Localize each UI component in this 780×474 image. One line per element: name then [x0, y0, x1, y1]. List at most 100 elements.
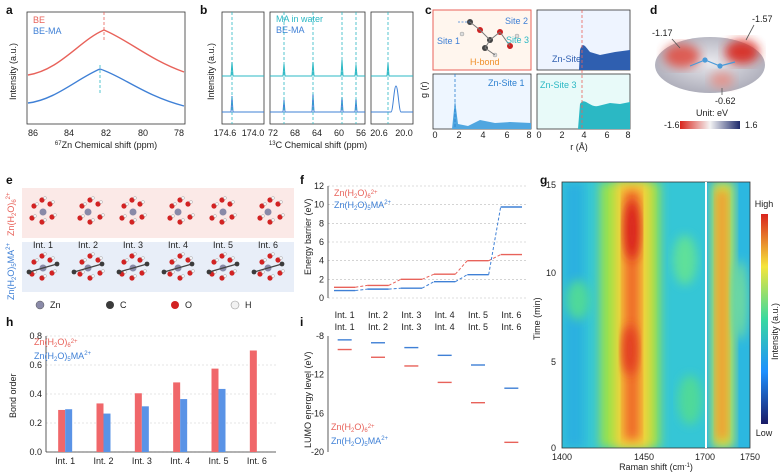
hydrogen-atom [223, 274, 227, 278]
panel-b: b Intensity (a.u.) MA in water BE-MA 174… [200, 3, 414, 150]
ma-chain [163, 263, 193, 273]
c-panel-site3: Zn-Site 3 [540, 80, 577, 90]
legend-h: H [245, 300, 252, 310]
hydrogen-atom [125, 202, 129, 206]
h-xtick: Int. 4 [170, 456, 190, 466]
zn-atom [84, 208, 92, 216]
oxygen-atom [185, 257, 191, 263]
e-row2-label: Zn(H2O)5MA2+ [6, 242, 18, 300]
oxygen-atom [187, 270, 193, 276]
hydrogen-atom [281, 269, 285, 273]
carbon-atom [54, 261, 60, 267]
oxygen-atom [39, 219, 45, 225]
oxygen-atom [139, 270, 145, 276]
hydrogen-atom [133, 196, 137, 200]
f-legend-entry: Zn(H2O)5MA2+ [334, 200, 392, 212]
i-ytick: -8 [316, 331, 324, 341]
ma-chain [253, 263, 283, 273]
oxygen-atom [129, 197, 135, 203]
g-xtick: 1400 [552, 452, 572, 462]
hydrogen-atom [263, 258, 267, 262]
esp-value-1: -1.17 [652, 28, 673, 38]
i-ytick: -16 [311, 408, 324, 418]
panel-e-label: e [6, 173, 13, 187]
e-int-label: Int. 2 [78, 240, 98, 250]
oxygen-atom [187, 214, 193, 220]
oxygen-atom [275, 257, 281, 263]
oxygen-atom [87, 275, 93, 281]
hydrogen-atom [263, 202, 267, 206]
a-ylabel: Intensity (a.u.) [8, 43, 18, 100]
hydrogen-atom [191, 213, 195, 217]
i-xtick: Int. 1 [335, 322, 355, 332]
c-xtick: 0 [432, 130, 437, 140]
oxygen-atom [129, 275, 135, 281]
esp-scale-max: 1.6 [745, 120, 758, 130]
hydrogen-atom [189, 256, 193, 260]
g-xtick: 1700 [695, 452, 715, 462]
b-xtick: 20.0 [395, 128, 413, 138]
f-connector [455, 274, 468, 283]
panel-h: h 0.0 0.2 0.4 0.6 0.8 Bond order Zn(H2O)62+ Zn(… [6, 315, 276, 466]
hydrogen-atom [99, 200, 103, 204]
zn-atom-icon [35, 300, 45, 310]
e-int-label: Int. 6 [258, 240, 278, 250]
panel-c: c Site 1 Site 2 Site 3 H-bond Zn-Site 2 … [419, 3, 631, 152]
b-xlabel: 13C Chemical shift (ppm) [269, 140, 367, 150]
f-connector [388, 287, 401, 290]
hydrogen-atom [53, 269, 57, 273]
hydrogen-atom [101, 269, 105, 273]
zn-atom [174, 208, 182, 216]
panel-f-label: f [300, 173, 305, 187]
oxygen-atom [177, 275, 183, 281]
hydrogen-atom [261, 270, 265, 274]
hydrogen-atom [91, 274, 95, 278]
h-ytick: 0.6 [29, 360, 42, 370]
panel-b-label: b [200, 3, 207, 17]
h-xtick: Int. 5 [208, 456, 228, 466]
hydrogen-atom [43, 196, 47, 200]
esp-unit: Unit: eV [696, 108, 728, 118]
hydrogen-atom [279, 200, 283, 204]
a-xticks: 86 84 82 80 78 [28, 128, 184, 138]
b-xtick: 20.6 [370, 128, 388, 138]
oxygen-atom [39, 197, 45, 203]
oxygen-atom [219, 219, 225, 225]
curve-be-ma [27, 68, 185, 107]
curve-be [27, 29, 185, 76]
carbon-atom [251, 269, 257, 275]
e-atom-legend: Zn C O H [35, 300, 252, 310]
g-xtick: 1750 [740, 452, 760, 462]
c-xtick: 2 [559, 130, 564, 140]
g-colorbar [761, 214, 768, 424]
zn-atom [219, 208, 227, 216]
oxygen-atom [167, 215, 173, 221]
b-xtick: 72 [268, 128, 278, 138]
oxygen-atom [219, 253, 225, 259]
hydrogen-atom [133, 218, 137, 222]
oxygen-atom [219, 275, 225, 281]
f-ytick: 0 [319, 293, 324, 303]
zn-atom [129, 208, 137, 216]
h-bar [58, 409, 66, 452]
hydrogen-atom [181, 218, 185, 222]
h-bar [211, 368, 219, 452]
hydrogen-atom [133, 252, 137, 256]
c-frame-site1 [432, 73, 532, 130]
c-atom-icon [106, 301, 114, 309]
e-row1-label: Zn(H2O)62+ [6, 192, 18, 236]
e-int-label: Int. 3 [123, 240, 143, 250]
f-ytick: 2 [319, 274, 324, 284]
panel-h-label: h [6, 315, 13, 329]
oxygen-atom [267, 197, 273, 203]
e-row2-bg [22, 242, 294, 292]
oxygen-atom [47, 201, 53, 207]
esp-neg-1 [664, 44, 700, 68]
oxygen-atom [49, 214, 55, 220]
f-connector [488, 206, 502, 275]
oxygen-atom [209, 215, 215, 221]
h-atom-icon [230, 300, 240, 310]
hydrogen-atom [83, 258, 87, 262]
oxygen-atom [219, 197, 225, 203]
carbon-atom [71, 269, 77, 275]
